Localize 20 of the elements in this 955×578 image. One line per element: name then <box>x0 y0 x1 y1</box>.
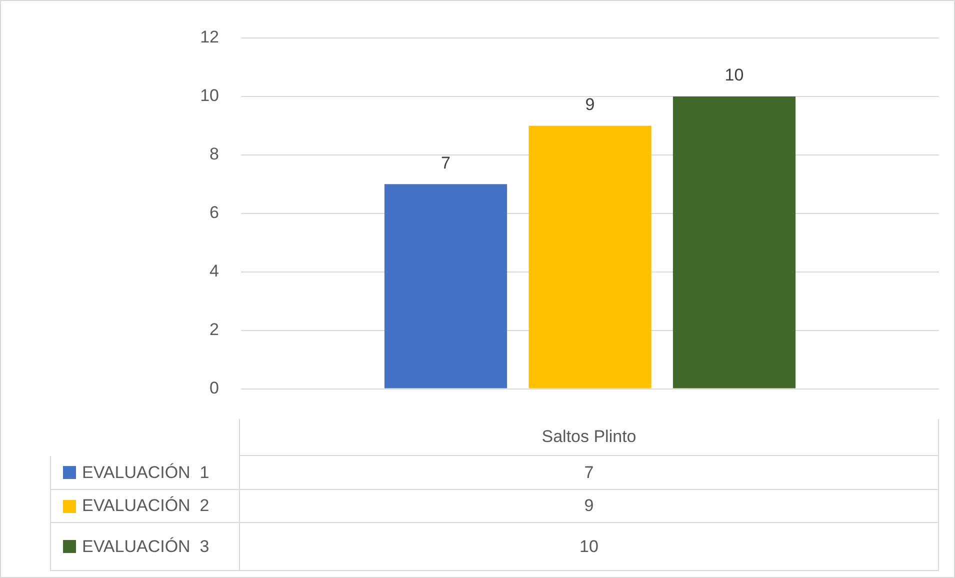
data-label: 9 <box>585 94 595 114</box>
y-tick-label: 6 <box>210 203 219 222</box>
legend-label: EVALUACIÓN 1 <box>82 462 210 482</box>
text: 7 <box>239 456 939 490</box>
y-tick-label: 12 <box>200 28 219 47</box>
x-tick-label: Saltos Plinto <box>239 419 939 456</box>
y-tick-label: 2 <box>210 320 219 340</box>
bar <box>672 96 796 388</box>
legend-label: EVALUACIÓN 2 <box>82 496 210 516</box>
text: 10 <box>239 523 939 571</box>
y-tick-label: 4 <box>210 262 219 281</box>
text: 9 <box>239 490 939 523</box>
data-label: 10 <box>724 66 744 85</box>
legend-label: EVALUACIÓN 3 <box>82 536 210 556</box>
y-tick-label: 0 <box>210 378 219 398</box>
data-label: 7 <box>441 153 450 172</box>
y-tick-label: 10 <box>200 86 219 106</box>
bar <box>528 126 652 388</box>
bar <box>384 184 508 388</box>
y-tick-label: 8 <box>210 144 219 164</box>
